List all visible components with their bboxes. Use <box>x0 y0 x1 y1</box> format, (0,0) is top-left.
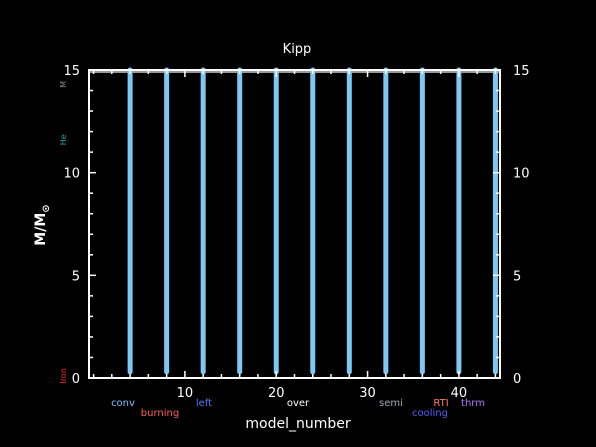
left-label: M <box>59 81 68 88</box>
y-tick-label: 15 <box>63 64 80 79</box>
left-label: He <box>59 134 68 145</box>
plot-frame <box>88 69 501 379</box>
axis-ticks <box>89 69 500 379</box>
legend-item: over <box>287 398 310 409</box>
y-tick-label: 10 <box>63 167 80 182</box>
x-tick-label: 40 <box>451 386 468 401</box>
y-axis-label-group: M/M⊙ <box>33 204 52 245</box>
x-tick-label: 30 <box>359 386 376 401</box>
chart-marks <box>89 67 500 375</box>
left-label: Iron <box>59 368 68 383</box>
y-tick-label-right: 0 <box>513 372 521 387</box>
legend-item: conv <box>111 398 135 409</box>
svg-text:M/M⊙: M/M⊙ <box>33 204 52 245</box>
chart-title: Kipp <box>283 42 312 57</box>
legend-item: thrm <box>461 398 485 409</box>
legend-item: left <box>196 398 212 409</box>
y-tick-label: 5 <box>72 269 80 284</box>
legend-item: cooling <box>412 408 448 419</box>
y-tick-label: 0 <box>72 372 80 387</box>
y-axis-label: M/M <box>33 213 49 246</box>
legend-item: burning <box>141 408 179 419</box>
legend-item: RTI <box>433 398 448 409</box>
axis-tick-labels: 10 20 30 40 0 5 10 15 0 5 10 15 <box>63 64 529 401</box>
legend-item: semi <box>379 398 403 409</box>
y-tick-label-right: 10 <box>513 167 530 182</box>
x-tick-label: 10 <box>177 386 194 401</box>
left-element-labels: Iron He M <box>59 81 68 384</box>
y-tick-label-right: 5 <box>513 269 521 284</box>
x-tick-label: 20 <box>268 386 285 401</box>
y-tick-label-right: 15 <box>513 64 530 79</box>
x-axis-label: model_number <box>245 416 350 432</box>
y-axis-label-sun-symbol: ⊙ <box>41 204 52 212</box>
